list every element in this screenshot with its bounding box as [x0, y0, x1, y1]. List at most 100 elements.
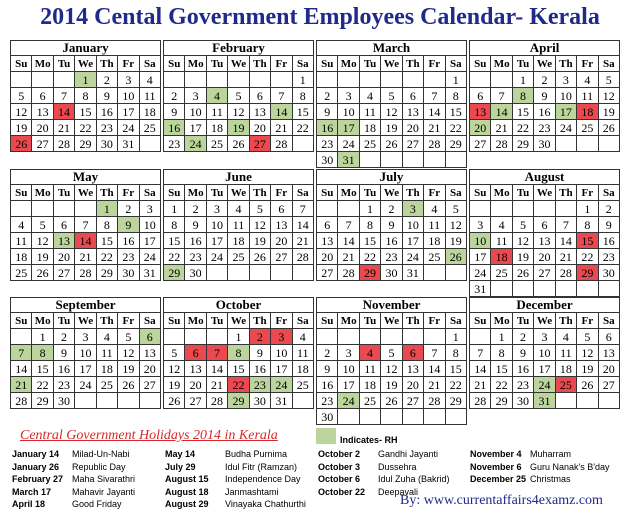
- week-row: 7 8 9 10 11 12 13: [9, 344, 162, 361]
- day-cell: [380, 151, 403, 168]
- day-cell: 19: [31, 248, 54, 265]
- day-cell: 28: [554, 264, 578, 281]
- week-row: 27 28 29 30: [468, 135, 621, 152]
- day-cell: 12: [597, 87, 621, 104]
- weekday: Th: [401, 55, 425, 72]
- weekday: We: [227, 184, 250, 201]
- day-cell: 11: [9, 232, 33, 249]
- holiday-row: May 14 Budha Purnima: [165, 449, 306, 462]
- day-cell: 26: [444, 248, 468, 265]
- holiday-date: January 14: [12, 449, 60, 459]
- day-cell: 8: [490, 344, 513, 361]
- day-cell: 29: [162, 264, 186, 281]
- holiday-column: October 2 Gandhi Jayanti October 3 Dussehra…: [318, 449, 450, 499]
- weekday: Su: [315, 55, 339, 72]
- day-cell: 12: [117, 344, 140, 361]
- week-row: 23 24 25 26 27 28 29: [315, 135, 468, 152]
- day-cell: 5: [576, 328, 599, 345]
- day-cell: 23: [511, 376, 535, 393]
- day-cell: [444, 151, 468, 168]
- holiday-date: November 4: [470, 449, 522, 459]
- day-cell: 2: [52, 328, 76, 345]
- day-cell: 7: [423, 87, 446, 104]
- week-row: 28 29 30: [9, 392, 162, 409]
- day-cell: 14: [205, 360, 229, 377]
- day-cell: [358, 71, 382, 88]
- holiday-column: May 14 Budha Purnima July 29 Idul Fitr (Ram…: [165, 449, 306, 512]
- day-cell: 2: [533, 71, 556, 88]
- day-cell: 7: [52, 87, 76, 104]
- weekday: Th: [248, 312, 272, 329]
- day-cell: 22: [358, 248, 382, 265]
- day-cell: 29: [227, 392, 250, 409]
- day-cell: [554, 392, 578, 409]
- day-cell: 8: [444, 344, 468, 361]
- holiday-name: Mahavir Jayanti: [72, 486, 136, 497]
- day-cell: [444, 264, 468, 281]
- week-row: 29 30: [162, 264, 315, 281]
- day-cell: 7: [337, 216, 360, 233]
- holiday-date: October 2: [318, 449, 361, 459]
- day-cell: 18: [95, 360, 119, 377]
- day-cell: 23: [597, 248, 621, 265]
- day-cell: 8: [444, 87, 468, 104]
- weekday: Sa: [138, 55, 162, 72]
- month-table: October Su Mo Tu We Th Fr Sa 1 2 3 4 5 6 7 8 9 10 11 12 13 14…: [162, 297, 315, 409]
- weekday: We: [533, 184, 556, 201]
- day-cell: 28: [270, 135, 293, 152]
- day-cell: 25: [423, 248, 446, 265]
- day-cell: 28: [9, 392, 33, 409]
- weekday: Fr: [423, 55, 446, 72]
- holiday-row: January 14 Milad-Un-Nabi: [12, 449, 135, 462]
- day-cell: [533, 200, 556, 217]
- day-cell: 13: [401, 360, 425, 377]
- day-cell: 1: [95, 200, 119, 217]
- day-cell: [401, 408, 425, 425]
- week-row: 18 19 20 21 22 23 24: [9, 248, 162, 265]
- holiday-date: January 26: [12, 461, 60, 472]
- weekday: We: [74, 312, 97, 329]
- day-cell: 9: [52, 344, 76, 361]
- day-cell: 8: [162, 216, 186, 233]
- holiday-name: Idul Zuha (Bakrid): [378, 474, 450, 484]
- day-cell: 16: [52, 360, 76, 377]
- day-cell: 5: [227, 87, 250, 104]
- day-cell: 13: [52, 232, 76, 249]
- day-cell: 24: [184, 135, 207, 152]
- day-cell: 27: [248, 135, 272, 152]
- day-cell: 29: [444, 135, 468, 152]
- day-cell: 27: [184, 392, 207, 409]
- weekday: Su: [468, 55, 492, 72]
- day-cell: 6: [52, 216, 76, 233]
- day-cell: [337, 71, 360, 88]
- holiday-name: Guru Nanak's B'day: [530, 461, 610, 472]
- month-name: May: [10, 169, 161, 185]
- day-cell: [490, 280, 513, 297]
- day-cell: 17: [138, 232, 162, 249]
- day-cell: 25: [138, 119, 162, 136]
- week-row: 24 25 26 27 28 29 30: [468, 264, 621, 281]
- day-cell: [401, 151, 425, 168]
- day-cell: 26: [597, 119, 621, 136]
- weekday: We: [74, 184, 97, 201]
- day-cell: 1: [444, 71, 468, 88]
- day-cell: [554, 200, 578, 217]
- day-cell: 26: [9, 135, 33, 152]
- day-cell: 23: [380, 248, 403, 265]
- week-row: 22 23 24 25 26 27 28: [162, 248, 315, 265]
- day-cell: 28: [423, 392, 446, 409]
- holiday-name: Republic Day: [72, 461, 126, 472]
- day-cell: 20: [184, 376, 207, 393]
- day-cell: 8: [74, 87, 97, 104]
- day-cell: 14: [423, 360, 446, 377]
- day-cell: 14: [291, 216, 315, 233]
- day-cell: [490, 71, 513, 88]
- day-cell: 24: [337, 135, 360, 152]
- week-row: 17 18 19 20 21 22 23: [468, 248, 621, 265]
- day-cell: 18: [205, 119, 229, 136]
- day-cell: 18: [358, 119, 382, 136]
- day-cell: 14: [52, 103, 76, 120]
- day-cell: 3: [554, 71, 578, 88]
- weekday: We: [380, 184, 403, 201]
